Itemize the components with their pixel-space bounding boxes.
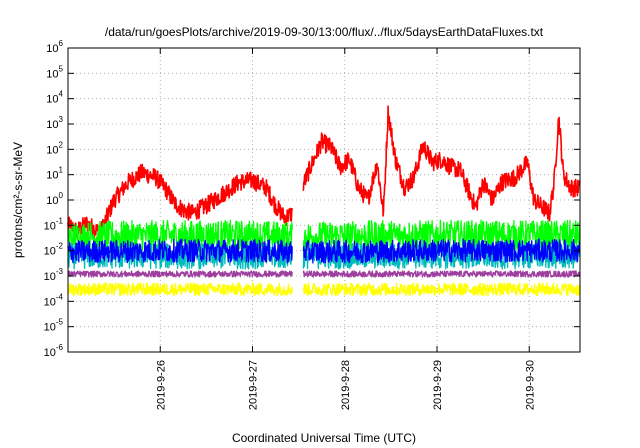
y-tick-label: 10-4 — [44, 292, 64, 308]
y-tick-label: 10-3 — [44, 267, 64, 283]
series-5-line — [67, 282, 293, 297]
y-tick-base: 10 — [44, 347, 56, 359]
y-tick-exponent: -1 — [56, 216, 64, 225]
y-tick-label: 104 — [46, 90, 63, 106]
y-tick-label: 101 — [46, 166, 63, 182]
y-tick-base: 10 — [46, 94, 58, 106]
y-tick-base: 10 — [44, 220, 56, 232]
y-tick-base: 10 — [46, 144, 58, 156]
y-tick-exponent: -6 — [56, 343, 64, 352]
x-tick-label: 2019-9-29 — [432, 360, 444, 410]
y-tick-exponent: -3 — [56, 267, 64, 276]
y-axis-ticks: 10-610-510-410-310-210-11001011021031041… — [44, 39, 580, 359]
y-tick-base: 10 — [44, 296, 56, 308]
series-3-line — [67, 238, 293, 264]
y-tick-exponent: -2 — [56, 242, 64, 251]
y-tick-label: 10-5 — [44, 318, 64, 334]
y-tick-label: 10-2 — [44, 242, 64, 258]
y-tick-base: 10 — [44, 271, 56, 283]
grid — [68, 48, 580, 352]
y-tick-label: 105 — [46, 64, 63, 80]
y-tick-label: 100 — [46, 191, 63, 207]
y-tick-label: 106 — [46, 39, 63, 55]
y-tick-exponent: 3 — [59, 115, 64, 124]
series-0-line — [67, 163, 293, 242]
y-tick-base: 10 — [46, 43, 58, 55]
y-tick-exponent: -4 — [56, 292, 64, 301]
x-tick-label: 2019-9-26 — [155, 360, 167, 410]
y-tick-exponent: 2 — [59, 140, 64, 149]
series-4-line — [302, 270, 581, 278]
chart-title: /data/run/goesPlots/archive/2019-09-30/1… — [105, 25, 544, 39]
series-5-line — [302, 282, 581, 297]
x-axis-ticks: 2019-9-26 2019-9-27 2019-9-28 2019-9-29 2019… — [155, 48, 536, 410]
y-tick-base: 10 — [46, 68, 58, 80]
series-4-line — [67, 270, 293, 278]
y-tick-base: 10 — [44, 322, 56, 334]
x-tick-label: 2019-9-28 — [340, 360, 352, 410]
y-tick-exponent: 1 — [59, 166, 64, 175]
y-tick-exponent: -5 — [56, 318, 64, 327]
y-tick-exponent: 0 — [59, 191, 64, 200]
y-tick-label: 102 — [46, 140, 63, 156]
x-tick-label: 2019-9-27 — [248, 360, 260, 410]
series-0-line — [302, 105, 581, 222]
y-tick-base: 10 — [46, 170, 58, 182]
y-tick-base: 10 — [46, 195, 58, 207]
series-3-line — [302, 238, 581, 264]
x-tick-label: 2019-9-30 — [524, 360, 536, 410]
y-tick-exponent: 4 — [59, 90, 64, 99]
y-tick-label: 10-1 — [44, 216, 64, 232]
y-axis-label: protons/cm²-s-sr-MeV — [11, 142, 25, 258]
series-layer — [67, 105, 581, 297]
y-tick-exponent: 6 — [59, 39, 64, 48]
y-tick-base: 10 — [46, 119, 58, 131]
y-tick-base: 10 — [44, 246, 56, 258]
y-tick-label: 103 — [46, 115, 63, 131]
y-tick-exponent: 5 — [59, 64, 64, 73]
x-axis-label: Coordinated Universal Time (UTC) — [232, 431, 416, 445]
y-tick-label: 10-6 — [44, 343, 64, 359]
